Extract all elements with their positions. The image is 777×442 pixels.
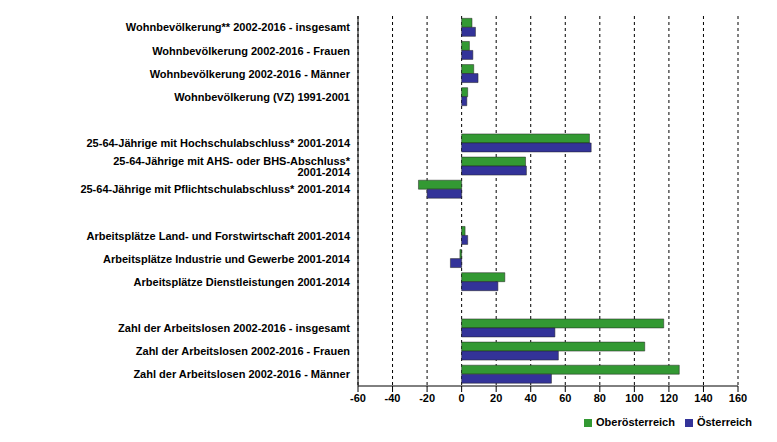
svg-text:Arbeitsplätze Industrie und Ge: Arbeitsplätze Industrie und Gewerbe 2001… <box>103 253 351 265</box>
svg-text:20: 20 <box>490 392 502 404</box>
svg-text:Arbeitsplätze Land- und Forstw: Arbeitsplätze Land- und Forstwirtschaft … <box>87 230 351 242</box>
svg-text:60: 60 <box>559 392 571 404</box>
svg-text:-60: -60 <box>350 392 366 404</box>
svg-text:25-64-Jährige mit Pflichtschul: 25-64-Jährige mit Pflichtschulabschluss*… <box>80 183 351 195</box>
svg-text:Arbeitsplätze Dienstleistungen: Arbeitsplätze Dienstleistungen 2001-2014 <box>134 276 351 288</box>
svg-text:80: 80 <box>594 392 606 404</box>
svg-text:Zahl der Arbeitslosen 2002-201: Zahl der Arbeitslosen 2002-2016 - Frauen <box>136 345 350 357</box>
svg-text:Zahl der Arbeitslosen 2002-201: Zahl der Arbeitslosen 2002-2016 - Männer <box>133 368 350 380</box>
html-text:Oberösterreich: Oberösterreich <box>596 416 675 428</box>
svg-text:Wohnbevölkerung (VZ) 1991-2001: Wohnbevölkerung (VZ) 1991-2001 <box>174 91 350 103</box>
svg-text:Zahl der Arbeitslosen 2002-201: Zahl der Arbeitslosen 2002-2016 - insges… <box>118 322 350 334</box>
svg-text:-20: -20 <box>419 392 435 404</box>
svg-text:40: 40 <box>525 392 537 404</box>
svg-text:Wohnbevölkerung 2002-2016 - Fr: Wohnbevölkerung 2002-2016 - Frauen <box>152 45 350 57</box>
svg-text:-40: -40 <box>385 392 401 404</box>
svg-text:25-64-Jährige mit AHS- oder BH: 25-64-Jährige mit AHS- oder BHS-Abschlus… <box>113 155 351 178</box>
svg-text:160: 160 <box>729 392 747 404</box>
svg-text:Wohnbevölkerung** 2002-2016 -: Wohnbevölkerung** 2002-2016 - insgesamt <box>126 21 350 33</box>
html-text:Österreich: Österreich <box>696 416 752 428</box>
svg-text:Wohnbevölkerung 2002-2016 - Mä: Wohnbevölkerung 2002-2016 - Männer <box>150 68 351 80</box>
svg-text:140: 140 <box>694 392 712 404</box>
svg-text:120: 120 <box>660 392 678 404</box>
svg-text:100: 100 <box>625 392 643 404</box>
svg-text:25-64-Jährige mit Hochschulabs: 25-64-Jährige mit Hochschulabschluss* 20… <box>86 137 350 149</box>
svg-text:0: 0 <box>459 392 465 404</box>
